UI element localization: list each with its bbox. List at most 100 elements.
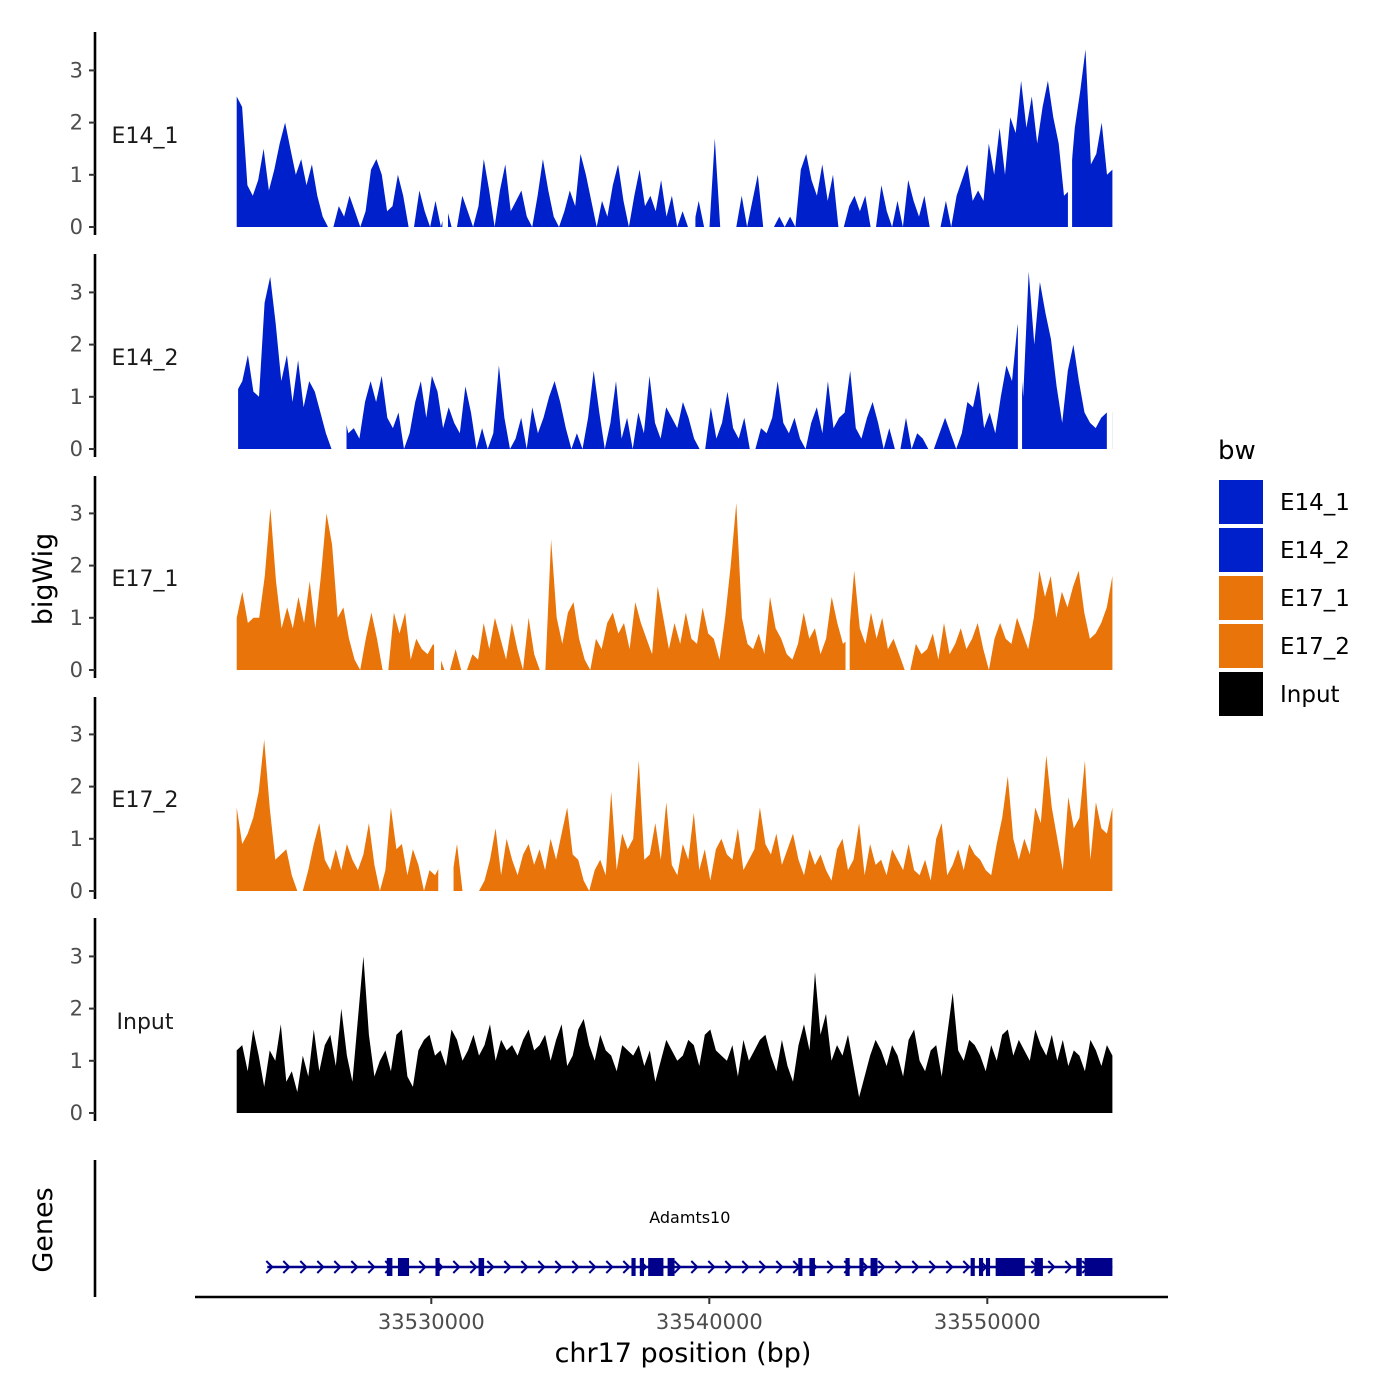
strand-arrow	[894, 1260, 903, 1274]
exon	[995, 1258, 1025, 1276]
strand-arrow	[520, 1260, 529, 1274]
exon	[1076, 1258, 1082, 1276]
coverage-gap	[688, 30, 696, 228]
track-e14-1: 0 1 2 3 E14_1	[70, 30, 1113, 239]
strand-arrow	[571, 1260, 580, 1274]
strand-arrow	[350, 1260, 359, 1274]
strand-arrow	[299, 1260, 308, 1274]
coverage-gap	[845, 474, 850, 671]
y-axis-title: bigWig	[28, 533, 59, 626]
track-label: E14_2	[112, 346, 179, 371]
coverage-gap	[336, 252, 347, 450]
legend-swatch	[1219, 480, 1263, 524]
strand-arrow	[741, 1260, 750, 1274]
track-e17-1: 0 1 2 3 E17_1	[70, 474, 1113, 682]
legend-title: bw	[1218, 436, 1256, 466]
exon	[859, 1258, 864, 1276]
coverage-gap	[442, 30, 448, 228]
strand-arrow	[707, 1260, 716, 1274]
y-tick-label: 1	[70, 385, 83, 409]
legend-swatch	[1219, 624, 1263, 668]
strand-arrow	[486, 1260, 495, 1274]
y-tick-label: 0	[70, 437, 83, 461]
y-tick-label: 3	[70, 58, 83, 82]
y-tick-label: 0	[70, 215, 83, 239]
track-e14-2: 0 1 2 3 E14_2	[70, 252, 1113, 461]
gene-label: Adamts10	[649, 1208, 730, 1227]
strand-arrow	[945, 1260, 954, 1274]
y-tick-label: 1	[70, 606, 83, 630]
legend-swatch	[1219, 576, 1263, 620]
strand-arrow	[316, 1260, 325, 1274]
strand-arrow	[503, 1260, 512, 1274]
strand-arrow	[265, 1260, 274, 1274]
coverage-area-e14-1	[236, 49, 1113, 227]
legend-label: E17_2	[1280, 634, 1350, 660]
exon	[435, 1258, 440, 1276]
strand-arrow	[928, 1260, 937, 1274]
coverage-tracks: 0 1 2 3 E14_1 0 1 2 3 E14_2 0 1 2 3 E17_1 0 1 2 3 E17_2 0 1 2 3…	[70, 30, 1113, 1125]
legend-label: E14_1	[1280, 490, 1350, 516]
y-tick-label: 0	[70, 658, 83, 682]
exon	[1084, 1258, 1113, 1276]
exon	[845, 1258, 850, 1276]
y-tick-label: 0	[70, 879, 83, 903]
coverage-gap	[231, 252, 239, 450]
y-tick-label: 2	[70, 775, 83, 799]
gene-track-title: Genes	[28, 1187, 59, 1272]
strand-arrow	[1047, 1260, 1056, 1274]
y-tick-label: 3	[70, 280, 83, 304]
strand-arrow	[282, 1260, 291, 1274]
strand-arrow	[605, 1260, 614, 1274]
y-tick-label: 1	[70, 827, 83, 851]
y-tick-label: 2	[70, 997, 83, 1021]
track-input: 0 1 2 3 Input	[70, 918, 1113, 1125]
strand-arrow	[673, 1260, 682, 1274]
track-label: E17_2	[112, 788, 179, 813]
strand-arrow	[469, 1260, 478, 1274]
legend-label: E17_1	[1280, 586, 1350, 612]
exon	[809, 1258, 815, 1276]
strand-arrow	[554, 1260, 563, 1274]
coverage-gap	[434, 474, 442, 671]
y-tick-label: 3	[70, 501, 83, 525]
gene-adamts10: Adamts10	[265, 1208, 1113, 1276]
gene-track: Adamts10	[93, 1160, 1113, 1297]
legend-entry: E17_2	[1219, 624, 1350, 668]
exon	[631, 1258, 636, 1276]
strand-arrow	[826, 1260, 835, 1274]
exon	[667, 1258, 675, 1276]
track-label: E17_1	[112, 567, 179, 592]
legend-swatch	[1219, 672, 1263, 716]
y-tick-label: 2	[70, 111, 83, 135]
exon	[478, 1258, 485, 1276]
coverage-area-e14-2	[236, 271, 1113, 449]
strand-arrow	[452, 1260, 461, 1274]
y-tick-label: 3	[70, 722, 83, 746]
y-tick-label: 2	[70, 554, 83, 578]
strand-arrow	[911, 1260, 920, 1274]
legend-entry: E17_1	[1219, 576, 1350, 620]
coverage-gap	[1067, 30, 1073, 228]
strand-arrow	[1064, 1260, 1073, 1274]
x-tick-label: 33530000	[378, 1310, 485, 1334]
exon	[870, 1258, 878, 1276]
y-tick-label: 3	[70, 944, 83, 968]
strand-arrow	[333, 1260, 342, 1274]
strand-arrow	[690, 1260, 699, 1274]
strand-arrow	[962, 1260, 971, 1274]
x-tick-label: 33550000	[934, 1310, 1041, 1334]
strand-arrow	[367, 1260, 376, 1274]
x-axis-title: chr17 position (bp)	[555, 1338, 812, 1369]
exon	[1034, 1258, 1043, 1276]
strand-arrow	[588, 1260, 597, 1274]
y-tick-label: 1	[70, 1049, 83, 1073]
strand-arrow	[418, 1260, 427, 1274]
exon	[970, 1258, 975, 1276]
legend-label: E14_2	[1280, 538, 1350, 564]
exon	[386, 1258, 393, 1276]
exon	[639, 1258, 644, 1276]
legend-entry: E14_2	[1219, 528, 1350, 572]
exon	[798, 1258, 803, 1276]
